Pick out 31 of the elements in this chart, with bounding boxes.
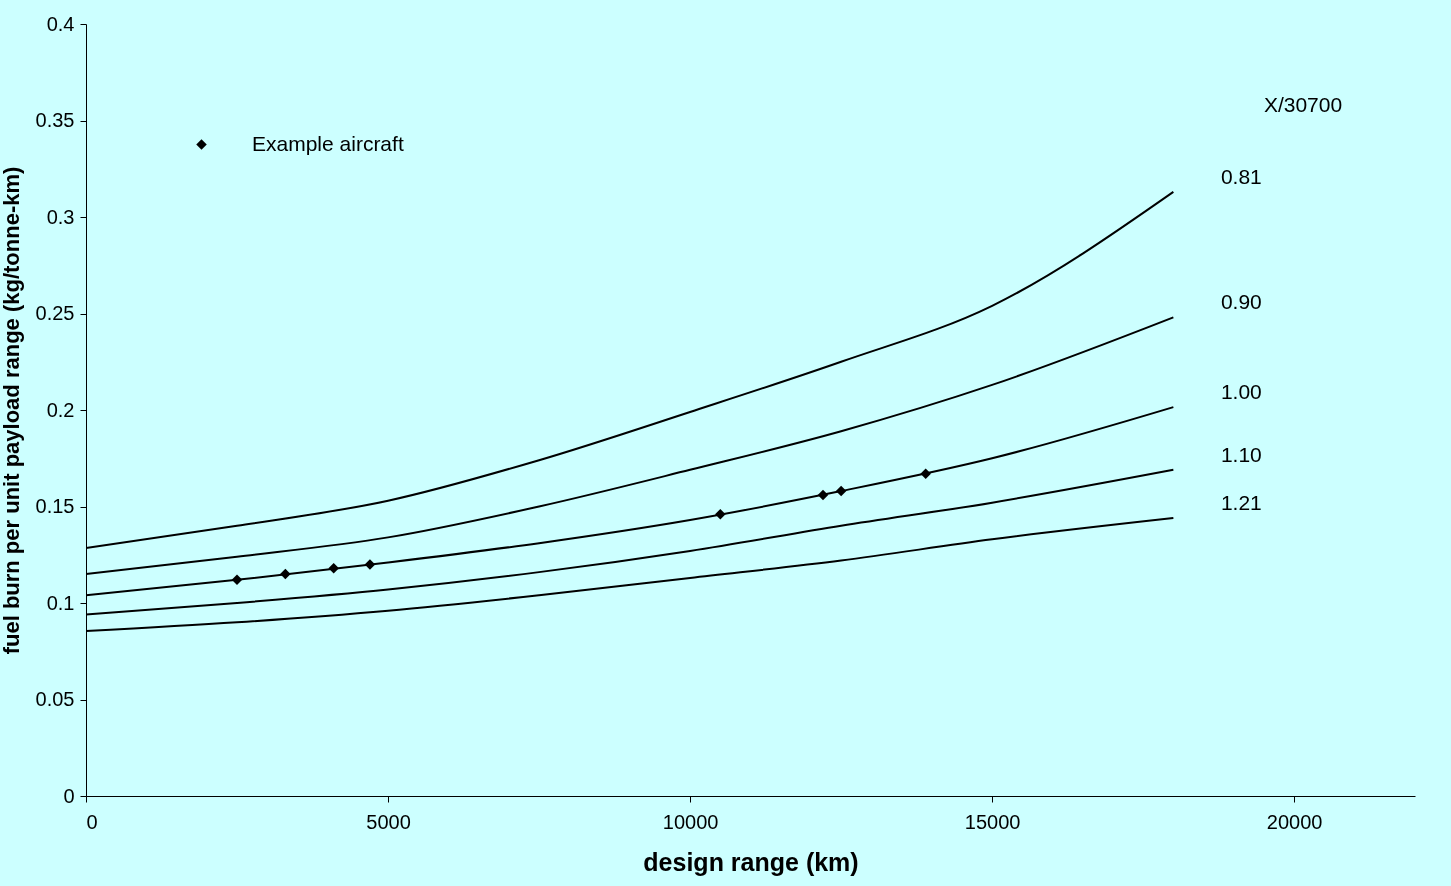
x-tick-label: 0 (86, 810, 98, 833)
y-tick-label: 0.05 (35, 688, 75, 710)
y-tick-label: 0.2 (46, 398, 75, 421)
legend-label: Example aircraft (252, 131, 404, 155)
y-tick-label: 0.3 (46, 205, 75, 228)
point (364, 559, 376, 570)
point (280, 568, 291, 580)
text: 0.90 (1220, 290, 1262, 314)
y-tick-label: 0.25 (35, 302, 75, 324)
x-tick-label: 15000 (964, 810, 1021, 833)
point (328, 563, 339, 574)
annotation: X/30700 (1263, 93, 1343, 116)
point (835, 485, 847, 497)
point (920, 468, 931, 479)
y-tick-label: 0 (63, 784, 75, 807)
y-axis-title: fuel burn per unit payload range (kg/tonne-km) (0, 166, 24, 655)
y-tick-label: 0.1 (46, 591, 75, 614)
x-tick-label: 5000 (366, 810, 411, 833)
text: 1.00 (1220, 380, 1262, 404)
y-tick-label: 0.4 (46, 12, 75, 35)
point (817, 489, 829, 501)
point (231, 574, 243, 586)
y-tick-label: 0.15 (35, 495, 75, 517)
text: 1.21 (1220, 491, 1262, 515)
y-tick-label: 0.35 (35, 109, 75, 131)
text: 1.10 (1220, 442, 1262, 466)
x-axis-title: design range (km) (643, 847, 859, 876)
text: 0.81 (1220, 164, 1262, 188)
x-tick-label: 10000 (662, 810, 719, 833)
point (715, 508, 726, 520)
x-tick-label: 20000 (1266, 810, 1323, 833)
